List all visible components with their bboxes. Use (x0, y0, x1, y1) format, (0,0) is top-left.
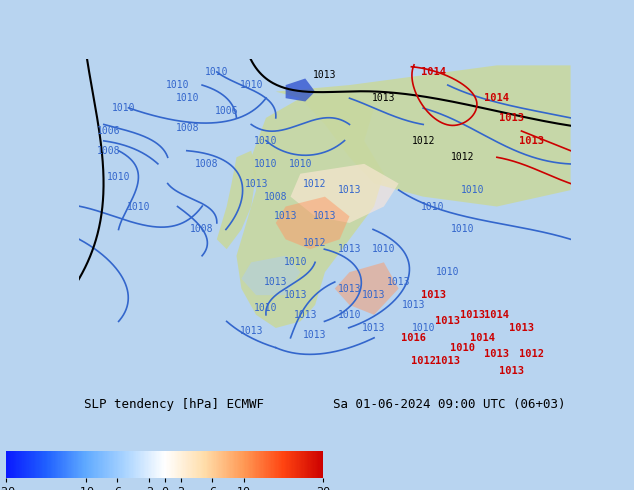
Polygon shape (236, 92, 384, 328)
Text: 1013: 1013 (436, 317, 460, 326)
Text: 1014: 1014 (484, 93, 509, 103)
Polygon shape (335, 262, 399, 315)
Text: 1012: 1012 (411, 356, 436, 366)
Text: 1010: 1010 (460, 185, 484, 195)
Text: 1013: 1013 (274, 211, 297, 221)
Text: 1010: 1010 (112, 103, 135, 113)
Text: 1013: 1013 (436, 356, 460, 366)
Text: 1014: 1014 (484, 310, 509, 320)
Text: 1006: 1006 (97, 126, 120, 136)
Text: 1013: 1013 (519, 136, 544, 146)
Text: 1012: 1012 (303, 178, 327, 189)
Text: 1014: 1014 (470, 333, 495, 343)
Text: 1010: 1010 (436, 267, 460, 277)
Text: 1010: 1010 (165, 80, 190, 90)
Text: 1013: 1013 (362, 323, 386, 333)
Text: 1013: 1013 (499, 366, 524, 376)
Text: 1010: 1010 (254, 159, 278, 169)
Text: 1008: 1008 (176, 122, 199, 133)
Text: 1010: 1010 (372, 244, 396, 254)
Text: 1010: 1010 (254, 136, 278, 146)
Polygon shape (276, 196, 349, 249)
Text: 1016: 1016 (401, 333, 426, 343)
Text: 1013: 1013 (303, 330, 327, 340)
Text: 1010: 1010 (107, 172, 131, 182)
Text: 1010: 1010 (451, 224, 474, 235)
Text: 1013: 1013 (244, 178, 268, 189)
Text: 1010: 1010 (421, 201, 445, 212)
Text: 1012: 1012 (303, 238, 327, 247)
Text: 1010: 1010 (240, 80, 263, 90)
Polygon shape (217, 151, 256, 249)
Text: 1012: 1012 (411, 136, 435, 146)
Text: 1013: 1013 (499, 113, 524, 123)
Text: 1008: 1008 (195, 159, 219, 169)
Text: 1013: 1013 (313, 211, 337, 221)
Text: SLP tendency [hPa] ECMWF: SLP tendency [hPa] ECMWF (84, 398, 264, 411)
Text: 1014: 1014 (420, 67, 446, 77)
Text: 1010: 1010 (450, 343, 475, 353)
Text: 1008: 1008 (190, 224, 214, 235)
Text: 1013: 1013 (362, 290, 386, 300)
Text: 1013: 1013 (338, 284, 361, 294)
Text: 1010: 1010 (411, 323, 435, 333)
Text: 1010: 1010 (283, 257, 307, 268)
Text: 1010: 1010 (176, 93, 199, 103)
Text: 1010: 1010 (126, 201, 150, 212)
Text: 1013: 1013 (484, 349, 509, 359)
Text: 1008: 1008 (264, 192, 288, 202)
Text: 1006: 1006 (215, 106, 238, 116)
Text: 1013: 1013 (264, 277, 288, 287)
Text: 1010: 1010 (288, 159, 312, 169)
Polygon shape (285, 78, 315, 101)
Text: 1010: 1010 (254, 303, 278, 313)
Text: 1013: 1013 (313, 70, 337, 80)
Text: 1012: 1012 (519, 349, 544, 359)
Polygon shape (242, 256, 301, 295)
Polygon shape (276, 65, 571, 206)
Polygon shape (290, 164, 399, 223)
Text: 1013: 1013 (460, 310, 485, 320)
Text: 1010: 1010 (205, 67, 229, 77)
Text: 1010: 1010 (338, 310, 361, 320)
Text: 1013: 1013 (372, 93, 396, 103)
Text: 1013: 1013 (401, 300, 425, 310)
Text: 1013: 1013 (509, 323, 534, 333)
Text: 1013: 1013 (338, 185, 361, 195)
Text: 1013: 1013 (240, 326, 263, 336)
Text: 1012: 1012 (451, 152, 474, 162)
Text: 1013: 1013 (387, 277, 410, 287)
Text: 1013: 1013 (283, 290, 307, 300)
Text: 1013: 1013 (420, 290, 446, 300)
Text: 1013: 1013 (338, 244, 361, 254)
Text: Sa 01-06-2024 09:00 UTC (06+03): Sa 01-06-2024 09:00 UTC (06+03) (333, 398, 566, 411)
Text: 1008: 1008 (97, 146, 120, 156)
Text: 1013: 1013 (294, 310, 317, 320)
